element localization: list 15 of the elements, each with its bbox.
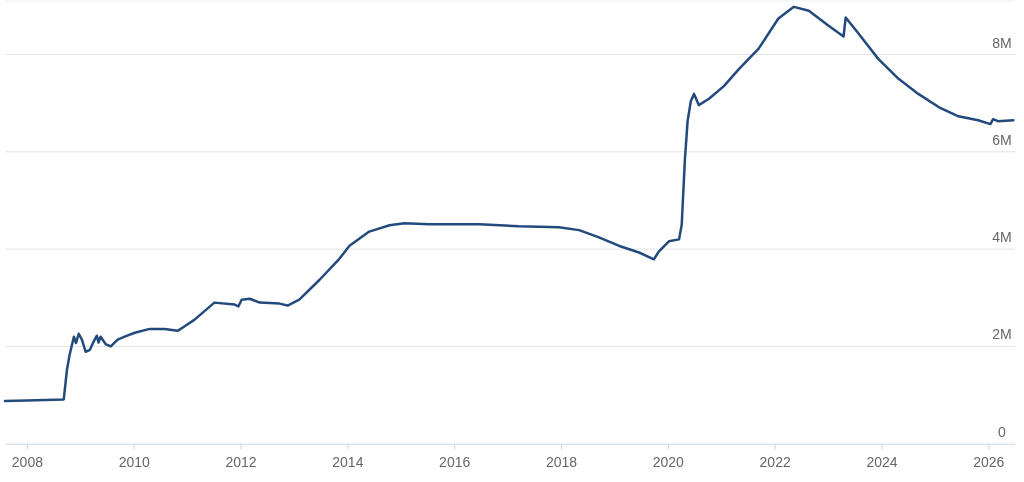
x-tick-label: 2016	[439, 453, 471, 470]
x-tick-label: 2018	[545, 453, 578, 470]
x-tick-label: 2020	[652, 453, 685, 470]
y-tick-label: 8M	[992, 34, 1012, 51]
x-tick-label: 2022	[759, 453, 791, 470]
x-tick-label: 2012	[225, 453, 257, 470]
y-tick-label: 4M	[992, 229, 1012, 246]
y-tick-label: 2M	[992, 326, 1012, 343]
x-tick-label: 2008	[11, 453, 44, 470]
x-tick-label: 2026	[973, 453, 1005, 470]
y-tick-label: 6M	[992, 131, 1012, 148]
x-tick-label: 2024	[866, 453, 898, 470]
x-tick-label: 2014	[332, 453, 364, 470]
x-tick-label: 2010	[118, 453, 150, 470]
y-tick-label: 0	[998, 423, 1007, 440]
